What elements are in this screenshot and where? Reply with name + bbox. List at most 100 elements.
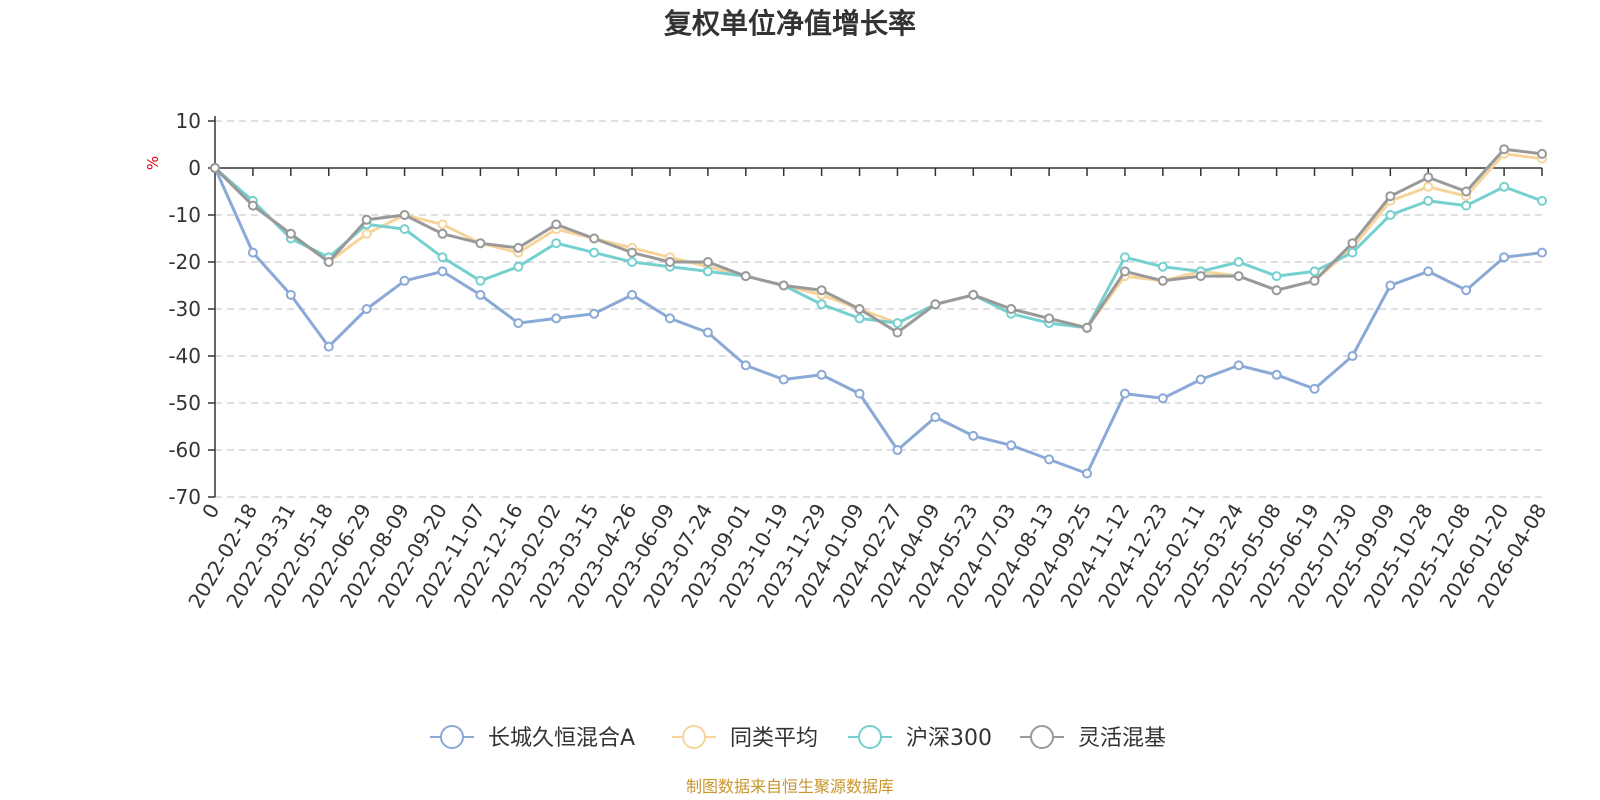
series-line — [214, 166, 1543, 330]
data-point — [1423, 172, 1434, 183]
data-point — [1006, 304, 1017, 314]
data-point — [702, 257, 713, 267]
data-point — [1271, 271, 1282, 282]
data-point — [1082, 468, 1093, 479]
data-point — [210, 163, 220, 173]
data-point — [285, 228, 296, 239]
data-point — [1461, 186, 1472, 197]
data-point — [437, 266, 448, 277]
data-point — [627, 257, 638, 267]
data-point — [702, 327, 713, 338]
legend-marker — [440, 725, 464, 749]
data-point — [437, 219, 448, 230]
legend-label: 同类平均 — [730, 726, 818, 751]
data-point — [1309, 383, 1320, 394]
data-point — [1309, 275, 1320, 286]
series-1 — [210, 148, 1547, 333]
data-point — [247, 200, 258, 211]
data-point — [1309, 266, 1320, 277]
data-point — [854, 304, 865, 314]
data-point — [930, 412, 941, 423]
data-point — [1423, 266, 1434, 277]
data-point — [1271, 369, 1282, 380]
series-lines — [210, 144, 1547, 479]
data-point — [1537, 247, 1547, 258]
data-point — [361, 228, 372, 239]
data-point — [1461, 200, 1472, 211]
series-line — [213, 152, 1543, 330]
data-point — [892, 445, 903, 455]
data-point — [1461, 285, 1472, 296]
data-point — [513, 261, 524, 272]
data-point — [323, 257, 334, 267]
legend-item[interactable]: 同类平均 — [672, 725, 818, 751]
legend[interactable]: 长城久恒混合A 同类平均 沪深300 灵活混基 — [430, 725, 1166, 751]
data-point — [1119, 388, 1130, 399]
x-axis-ticks: 02022-02-182022-03-312022-05-182022-06-2… — [183, 500, 1551, 613]
data-point — [1499, 252, 1510, 263]
data-point — [1385, 191, 1396, 202]
legend-item[interactable]: 长城久恒混合A — [430, 725, 635, 751]
data-point — [664, 313, 675, 324]
data-point — [968, 289, 979, 300]
data-point — [892, 327, 903, 338]
data-point — [1271, 285, 1282, 296]
y-tick-label: -50 — [168, 391, 201, 415]
data-point — [551, 313, 562, 324]
data-point — [1233, 257, 1244, 267]
data-point — [702, 266, 713, 277]
data-point — [1157, 275, 1168, 286]
data-point — [551, 219, 562, 230]
chart-title: 复权单位净值增长率 — [664, 7, 916, 40]
data-point — [589, 233, 600, 244]
data-point — [513, 242, 524, 253]
y-tick-label: -70 — [168, 485, 201, 509]
data-point — [816, 299, 827, 310]
data-point — [968, 430, 979, 441]
data-point — [930, 299, 941, 310]
data-point — [399, 210, 410, 220]
y-tick-label: 10 — [176, 109, 201, 133]
data-point — [1157, 261, 1168, 272]
y-axis-ticks: 10 0 -10 -20 -30 -40 -50 -60 -70 — [168, 109, 201, 509]
data-point — [1537, 195, 1547, 206]
data-point — [513, 318, 524, 329]
series-0 — [210, 163, 1547, 479]
axes — [208, 116, 1543, 498]
data-point — [816, 369, 827, 380]
data-point — [1044, 454, 1055, 465]
data-point — [740, 271, 751, 282]
data-point — [892, 318, 903, 329]
data-point — [399, 275, 410, 286]
legend-item[interactable]: 灵活混基 — [1020, 725, 1166, 751]
y-tick-label: -10 — [168, 203, 201, 227]
x-tick-label: 0 — [197, 500, 224, 523]
data-point — [1347, 351, 1358, 361]
data-point — [1423, 195, 1434, 206]
data-point — [1385, 210, 1396, 220]
legend-label: 沪深300 — [906, 726, 992, 751]
legend-marker — [682, 725, 706, 749]
data-point — [399, 224, 410, 235]
data-point — [589, 308, 600, 319]
data-point — [627, 289, 638, 300]
y-axis-unit: % — [144, 156, 162, 170]
data-point — [1537, 148, 1547, 159]
data-point — [247, 247, 258, 258]
grid-lines — [215, 120, 1542, 498]
y-tick-label: -20 — [168, 250, 201, 274]
series-line — [213, 147, 1543, 334]
data-point — [1119, 252, 1130, 263]
data-point — [551, 238, 562, 249]
data-point — [1347, 238, 1358, 249]
legend-item[interactable]: 沪深300 — [848, 725, 992, 751]
y-tick-label: 0 — [188, 156, 201, 180]
data-point — [854, 388, 865, 399]
data-point — [1385, 280, 1396, 291]
data-point — [854, 313, 865, 324]
data-point — [1233, 360, 1244, 371]
series-line — [213, 167, 1543, 475]
data-point — [1082, 322, 1093, 333]
data-point — [664, 257, 675, 267]
